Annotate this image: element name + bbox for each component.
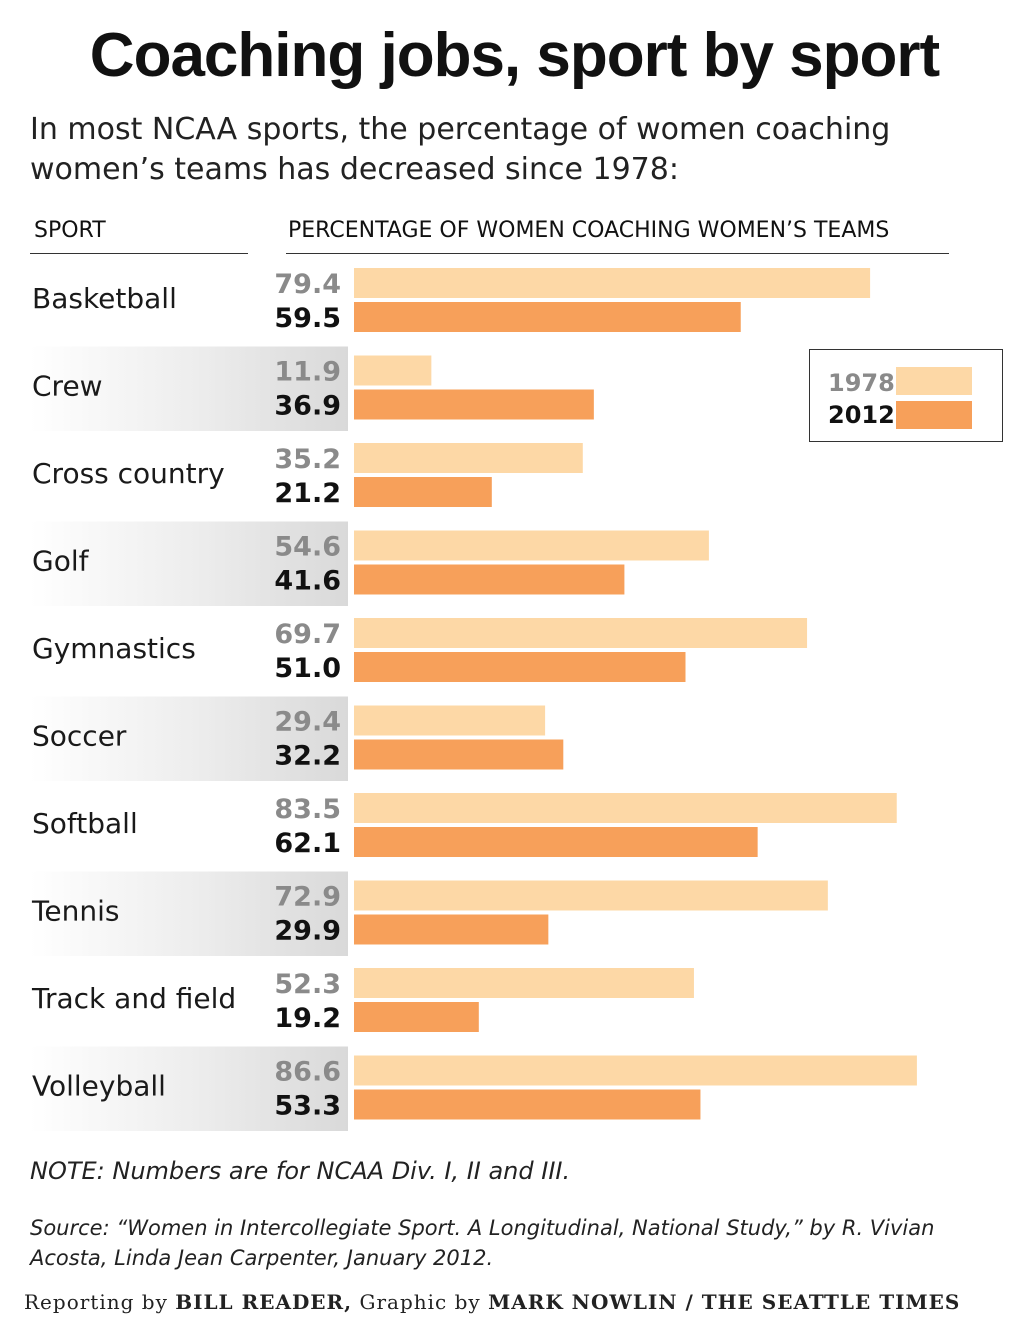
value-label-2012-cross-country: 21.2	[274, 478, 341, 509]
value-label-1978-volleyball: 86.6	[274, 1057, 341, 1088]
row-shade-soccer	[30, 696, 348, 781]
value-label-2012-crew: 36.9	[274, 391, 341, 422]
bar-1978-crew	[354, 355, 432, 386]
bar-1978-softball	[354, 793, 897, 823]
category-label-basketball: Basketball	[32, 282, 177, 315]
category-label-golf: Golf	[32, 545, 90, 578]
category-label-track-and-field: Track and field	[31, 982, 236, 1015]
bar-1978-gymnastics	[354, 618, 808, 648]
legend: 1978 2012	[809, 349, 1003, 442]
category-label-gymnastics: Gymnastics	[32, 632, 196, 665]
value-label-2012-tennis: 29.9	[274, 916, 341, 947]
chart-title: Coaching jobs, sport by sport	[89, 21, 940, 90]
bar-1978-cross-country	[354, 443, 583, 473]
labels: Basketball 79.459.5 Crew 11.936.9 Cross coun…	[31, 269, 341, 1122]
bar-1978-soccer	[354, 705, 546, 736]
source-note: Source: “Women in Intercollegiate Sport.…	[30, 1216, 935, 1270]
category-label-volleyball: Volleyball	[32, 1070, 166, 1103]
value-label-1978-basketball: 79.4	[274, 269, 341, 300]
bar-2012-soccer	[354, 739, 564, 770]
footnote: NOTE: Numbers are for NCAA Div. I, II an…	[30, 1157, 571, 1185]
graphic-prefix: Graphic by	[352, 1290, 489, 1314]
category-label-soccer: Soccer	[32, 720, 127, 753]
value-label-1978-gymnastics: 69.7	[274, 619, 341, 650]
row-shade-volleyball	[30, 1046, 348, 1131]
row-shade-tennis	[30, 871, 348, 956]
category-label-crew: Crew	[32, 370, 103, 403]
bar-2012-gymnastics	[354, 652, 686, 682]
bar-2012-tennis	[354, 914, 549, 945]
bars	[354, 268, 917, 1120]
percentage-header-rule	[286, 253, 949, 254]
value-label-2012-volleyball: 53.3	[274, 1091, 341, 1122]
category-label-softball: Softball	[32, 807, 138, 840]
row-backgrounds	[30, 346, 348, 1131]
graphic-credit: MARK NOWLIN / THE SEATTLE TIMES	[488, 1290, 961, 1314]
value-label-2012-softball: 62.1	[274, 828, 341, 859]
bar-2012-crew	[354, 389, 594, 420]
value-label-1978-crew: 11.9	[274, 357, 341, 388]
category-label-cross-country: Cross country	[32, 457, 225, 490]
value-label-1978-cross-country: 35.2	[274, 444, 341, 475]
bar-2012-golf	[354, 564, 625, 595]
chart-subtitle: In most NCAA sports, the percentage of w…	[30, 112, 891, 187]
reporter-name: BILL READER,	[175, 1290, 353, 1314]
value-label-1978-softball: 83.5	[274, 794, 341, 825]
bar-1978-track-and-field	[354, 968, 694, 998]
value-label-1978-tennis: 72.9	[274, 882, 341, 913]
reporting-prefix: Reporting by	[24, 1290, 176, 1314]
bar-1978-basketball	[354, 268, 871, 298]
legend-label-2012: 2012	[828, 401, 895, 429]
bar-2012-track-and-field	[354, 1002, 479, 1032]
legend-label-1978: 1978	[828, 369, 895, 397]
value-label-2012-track-and-field: 19.2	[274, 1003, 341, 1034]
value-label-2012-soccer: 32.2	[274, 741, 341, 772]
value-label-1978-soccer: 29.4	[274, 707, 341, 738]
value-label-1978-golf: 54.6	[274, 532, 341, 563]
credits: Reporting by BILL READER, Graphic by MAR…	[24, 1290, 960, 1314]
value-label-2012-golf: 41.6	[274, 566, 341, 597]
row-shade-golf	[30, 521, 348, 606]
bar-2012-basketball	[354, 302, 741, 332]
bar-1978-golf	[354, 530, 709, 561]
bar-2012-volleyball	[354, 1089, 701, 1120]
bar-chart: Basketball 79.459.5 Crew 11.936.9 Cross coun…	[30, 268, 917, 1131]
legend-swatch-2012	[896, 401, 972, 429]
bar-1978-volleyball	[354, 1055, 917, 1086]
value-label-2012-basketball: 59.5	[274, 303, 341, 334]
bar-2012-softball	[354, 827, 758, 857]
percentage-column-header: PERCENTAGE OF WOMEN COACHING WOMEN’S TEA…	[288, 218, 890, 243]
value-label-1978-track-and-field: 52.3	[274, 969, 341, 1000]
category-label-tennis: Tennis	[31, 895, 119, 928]
bar-1978-tennis	[354, 880, 828, 911]
value-label-2012-gymnastics: 51.0	[274, 653, 341, 684]
sport-header-rule	[30, 253, 248, 254]
row-shade-crew	[30, 346, 348, 431]
bar-2012-cross-country	[354, 477, 492, 507]
legend-swatch-1978	[896, 367, 972, 395]
sport-column-header: SPORT	[34, 218, 106, 243]
